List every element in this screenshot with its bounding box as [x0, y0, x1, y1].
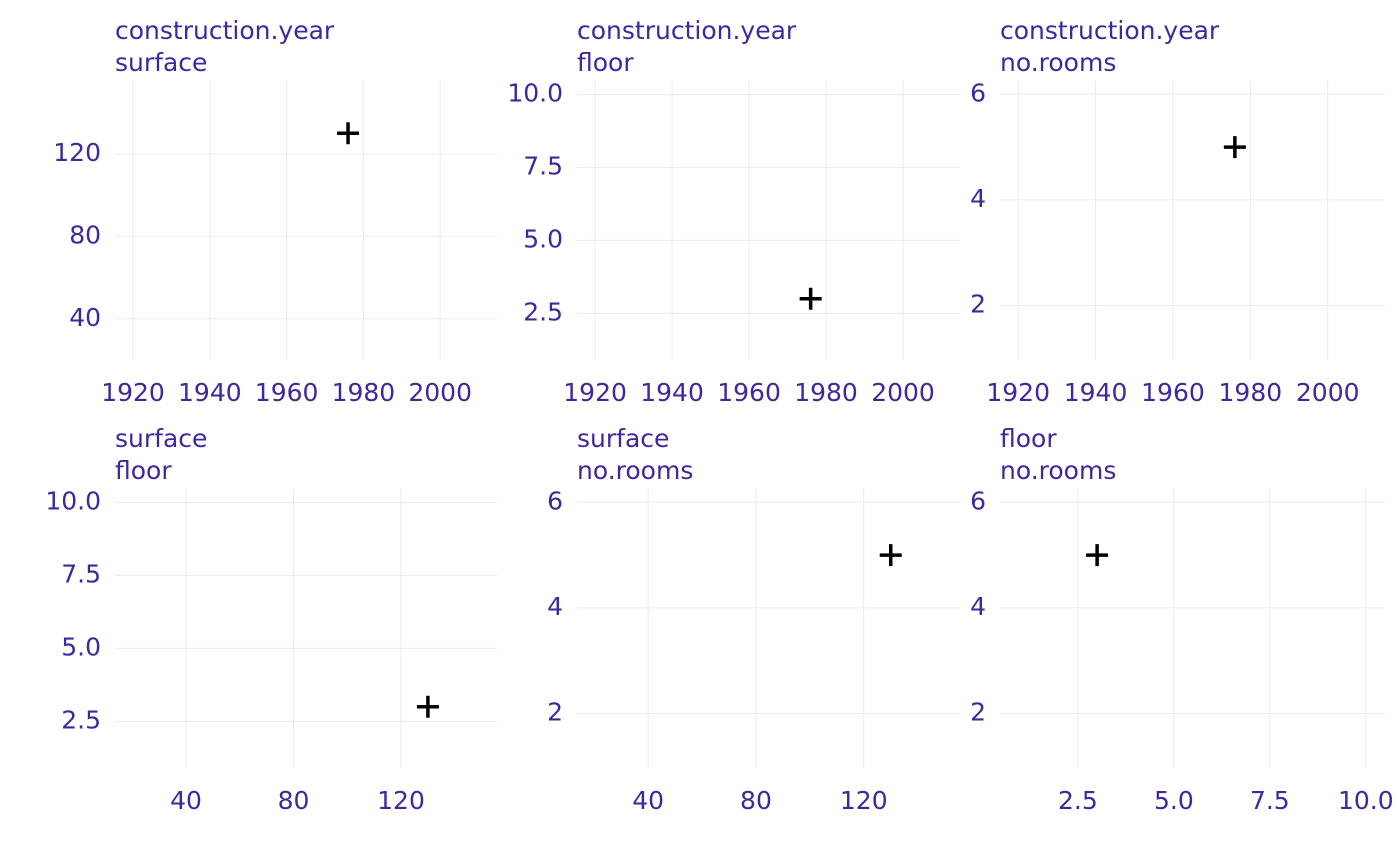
panel-subtitle: no.rooms	[577, 456, 693, 485]
y-tick-label: 5.0	[523, 224, 563, 253]
panel-title: construction.year	[115, 16, 335, 45]
y-tick-label: 4	[970, 184, 986, 213]
panel-title: floor	[1000, 424, 1057, 453]
y-tick-label: 2	[547, 698, 563, 727]
x-tick-label: 2000	[1296, 378, 1360, 407]
y-tick-label: 2	[970, 290, 986, 319]
x-tick-label: 1960	[717, 378, 781, 407]
panel-subtitle: no.rooms	[1000, 456, 1116, 485]
point	[1223, 136, 1246, 159]
panel-subtitle: floor	[115, 456, 172, 485]
point	[337, 122, 360, 145]
y-tick-label: 80	[69, 220, 101, 249]
y-tick-label: 6	[970, 486, 986, 515]
panel-subtitle: surface	[115, 48, 207, 77]
x-tick-label: 7.5	[1250, 786, 1290, 815]
x-tick-label: 1940	[1064, 378, 1128, 407]
y-tick-label: 2.5	[523, 297, 563, 326]
y-tick-label: 7.5	[523, 152, 563, 181]
panel-title: construction.year	[577, 16, 797, 45]
y-tick-label: 6	[547, 486, 563, 515]
x-tick-label: 80	[278, 786, 310, 815]
x-tick-label: 120	[377, 786, 425, 815]
point	[799, 287, 822, 310]
y-tick-label: 10.0	[45, 487, 101, 516]
x-tick-label: 1960	[1141, 378, 1205, 407]
x-tick-label: 1940	[178, 378, 242, 407]
x-tick-label: 1980	[1219, 378, 1283, 407]
x-tick-label: 2.5	[1058, 786, 1098, 815]
y-tick-label: 120	[53, 138, 101, 167]
x-tick-label: 40	[170, 786, 202, 815]
y-tick-label: 6	[970, 78, 986, 107]
y-tick-label: 7.5	[61, 560, 101, 589]
y-tick-label: 5.0	[61, 632, 101, 661]
panel-title: construction.year	[1000, 16, 1220, 45]
panel-subtitle: floor	[577, 48, 634, 77]
x-tick-label: 1980	[794, 378, 858, 407]
y-tick-label: 4	[970, 592, 986, 621]
x-tick-label: 120	[840, 786, 888, 815]
x-tick-label: 1920	[563, 378, 627, 407]
x-tick-label: 1960	[255, 378, 319, 407]
x-tick-label: 40	[632, 786, 664, 815]
point	[416, 695, 439, 718]
y-tick-label: 2.5	[61, 705, 101, 734]
x-tick-label: 1980	[332, 378, 396, 407]
y-tick-label: 10.0	[507, 79, 563, 108]
x-tick-label: 2000	[408, 378, 472, 407]
y-tick-label: 4	[547, 592, 563, 621]
panel-title: surface	[115, 424, 207, 453]
panel-subtitle: no.rooms	[1000, 48, 1116, 77]
x-tick-label: 1920	[101, 378, 165, 407]
point	[1086, 544, 1109, 567]
x-tick-label: 10.0	[1338, 786, 1394, 815]
x-tick-label: 5.0	[1154, 786, 1194, 815]
panel-title: surface	[577, 424, 669, 453]
y-tick-label: 40	[69, 303, 101, 332]
point	[879, 544, 902, 567]
x-tick-label: 2000	[871, 378, 935, 407]
x-tick-label: 1920	[986, 378, 1050, 407]
x-tick-label: 1940	[640, 378, 704, 407]
x-tick-label: 80	[740, 786, 772, 815]
y-tick-label: 2	[970, 698, 986, 727]
